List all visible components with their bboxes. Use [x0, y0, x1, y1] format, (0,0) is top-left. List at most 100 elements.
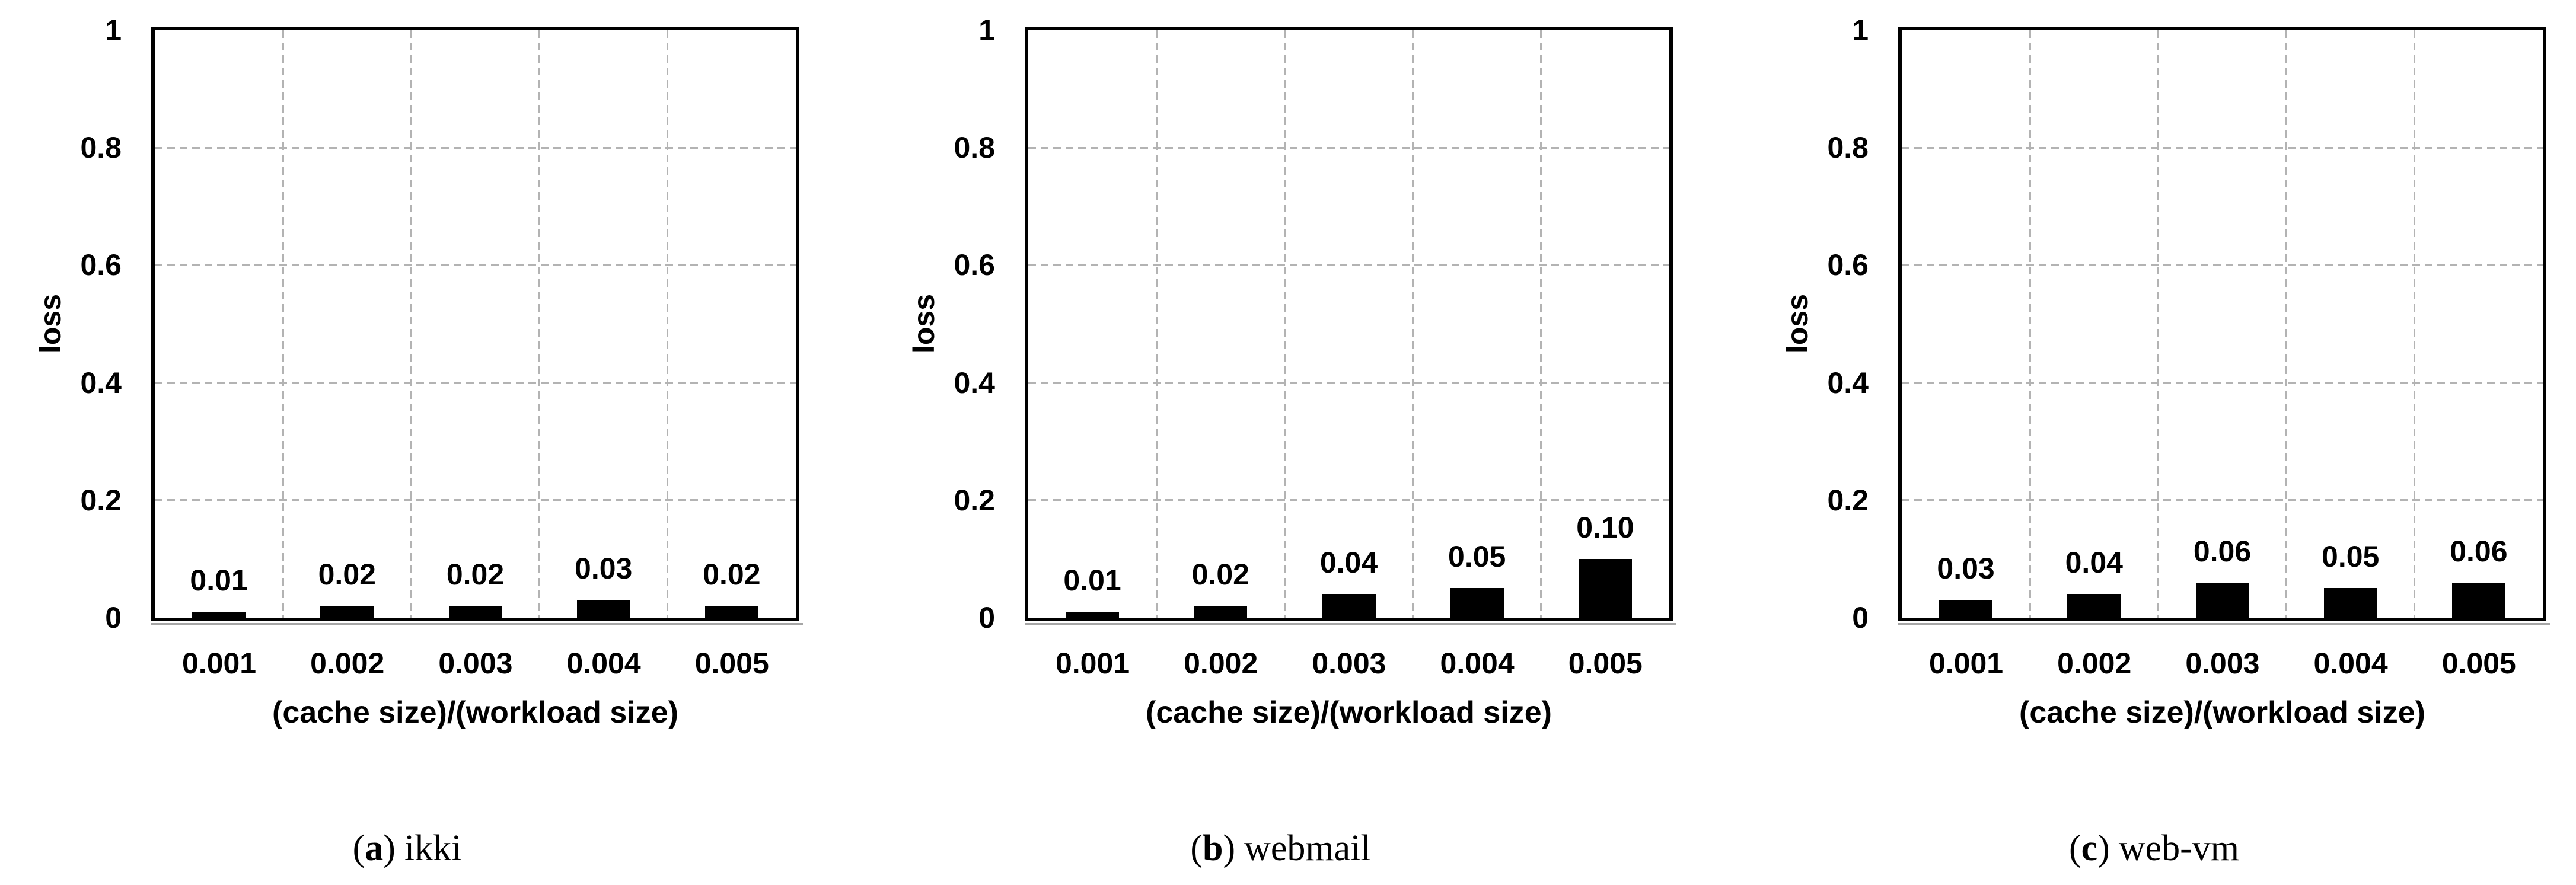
gridline-horizontal — [155, 146, 796, 149]
gridline-vertical — [2414, 30, 2416, 618]
y-tick-label: 0.2 — [1827, 483, 1869, 517]
bar — [576, 600, 630, 618]
x-tick-label: 0.002 — [1184, 647, 1258, 680]
gridline-vertical — [1540, 30, 1542, 618]
x-tick-label: 0.005 — [694, 647, 769, 680]
bar-value-label: 0.01 — [190, 564, 248, 598]
plot-area: 0.03 0.04 0.06 0.05 0.06 — [1898, 27, 2546, 621]
x-axis-baseline-shadow — [151, 623, 803, 625]
y-tick-label: 0 — [978, 601, 995, 634]
gridline-vertical — [2029, 30, 2031, 618]
bar-value-label: 0.02 — [318, 558, 376, 592]
plot-area: 0.01 0.02 0.02 0.03 0.02 — [151, 27, 799, 621]
bar-value-label: 0.03 — [575, 552, 633, 586]
x-tick-label: 0.005 — [1568, 647, 1643, 680]
gridline-horizontal — [155, 264, 796, 266]
bar — [2195, 583, 2249, 618]
bar — [320, 606, 374, 618]
caption-letter: a — [365, 828, 384, 868]
x-tick-label: 0.003 — [2185, 647, 2260, 680]
y-axis-title: loss — [907, 293, 941, 354]
bar-value-label: 0.06 — [2450, 534, 2508, 568]
y-tick-label: 0.6 — [954, 248, 995, 282]
bar-value-label: 0.02 — [703, 558, 761, 592]
gridline-horizontal — [155, 382, 796, 384]
bar-value-label: 0.02 — [1191, 558, 1249, 592]
gridline-vertical — [2285, 30, 2288, 618]
caption-letter: b — [1203, 828, 1223, 868]
bar — [1066, 612, 1120, 618]
caption-label: webmail — [1244, 828, 1371, 868]
bar — [1322, 594, 1376, 618]
x-tick-label: 0.003 — [1312, 647, 1386, 680]
subfigure-caption: (c) web-vm — [1747, 828, 2561, 870]
x-axis-title: (cache size)/(workload size) — [2019, 695, 2425, 730]
plot-area: 0.01 0.02 0.04 0.05 0.10 — [1025, 27, 1673, 621]
bar-value-label: 0.05 — [2322, 540, 2380, 574]
y-tick-label: 0 — [1852, 601, 1869, 634]
y-tick-label: 0.6 — [80, 248, 122, 282]
gridline-horizontal — [1028, 264, 1669, 266]
caption-letter: c — [2081, 828, 2098, 868]
x-tick-label: 0.003 — [438, 647, 513, 680]
bar — [2323, 588, 2377, 618]
caption-paren-close: ) — [2097, 828, 2110, 868]
caption-paren-open: ( — [2068, 828, 2081, 868]
bar-value-label: 0.04 — [1319, 546, 1378, 580]
y-tick-label: 0.6 — [1827, 248, 1869, 282]
gridline-vertical — [1283, 30, 1286, 618]
x-tick-label: 0.001 — [1055, 647, 1130, 680]
bar-value-label: 0.03 — [1937, 552, 1995, 586]
bar — [2067, 594, 2121, 618]
x-axis-title: (cache size)/(workload size) — [1146, 695, 1552, 730]
gridline-horizontal — [1902, 382, 2543, 384]
bar-value-label: 0.04 — [2065, 546, 2123, 580]
caption-paren-close: ) — [1223, 828, 1236, 868]
x-axis-baseline-shadow — [1025, 623, 1676, 625]
gridline-horizontal — [1902, 264, 2543, 266]
x-axis-title: (cache size)/(workload size) — [272, 695, 678, 730]
gridline-horizontal — [155, 499, 796, 501]
gridline-vertical — [667, 30, 669, 618]
bar — [1578, 559, 1632, 618]
x-axis-baseline-shadow — [1898, 623, 2550, 625]
bar-value-label: 0.02 — [446, 558, 505, 592]
gridline-horizontal — [1028, 382, 1669, 384]
bar — [1939, 600, 1993, 618]
gridline-horizontal — [1902, 146, 2543, 149]
bar-value-label: 0.06 — [2193, 534, 2252, 568]
bar — [2451, 583, 2505, 618]
y-tick-label: 1 — [105, 14, 122, 47]
gridline-horizontal — [1028, 499, 1669, 501]
chart-panel-webmail: loss 0.01 0.02 0.04 0.05 0.10 (cache size)/(… — [873, 0, 1688, 885]
chart-panel-ikki: loss 0.01 0.02 0.02 0.03 0.02 (cache size)/(… — [0, 0, 814, 885]
gridline-horizontal — [1902, 499, 2543, 501]
y-tick-label: 0.2 — [954, 483, 995, 517]
bar — [192, 612, 246, 618]
caption-paren-open: ( — [1190, 828, 1203, 868]
x-tick-label: 0.002 — [310, 647, 385, 680]
y-axis-title: loss — [34, 293, 67, 354]
caption-paren-close: ) — [383, 828, 396, 868]
y-axis-title: loss — [1781, 293, 1814, 354]
y-tick-label: 0 — [105, 601, 122, 634]
bar — [1450, 588, 1504, 618]
subfigure-caption: (b) webmail — [873, 828, 1688, 870]
x-tick-label: 0.001 — [181, 647, 257, 680]
gridline-vertical — [1155, 30, 1158, 618]
x-tick-label: 0.004 — [2313, 647, 2388, 680]
caption-label: web-vm — [2118, 828, 2239, 868]
bar — [448, 606, 502, 618]
y-tick-label: 0.8 — [1827, 131, 1869, 165]
y-tick-label: 1 — [978, 14, 995, 47]
caption-paren-open: ( — [352, 828, 365, 868]
gridline-vertical — [2157, 30, 2159, 618]
y-tick-label: 0.4 — [954, 366, 995, 400]
bar-value-label: 0.05 — [1448, 540, 1506, 574]
gridline-vertical — [410, 30, 412, 618]
bar-value-label: 0.01 — [1063, 564, 1121, 598]
gridline-vertical — [538, 30, 541, 618]
caption-label: ikki — [404, 828, 462, 868]
x-tick-label: 0.001 — [1928, 647, 2004, 680]
gridline-vertical — [282, 30, 284, 618]
